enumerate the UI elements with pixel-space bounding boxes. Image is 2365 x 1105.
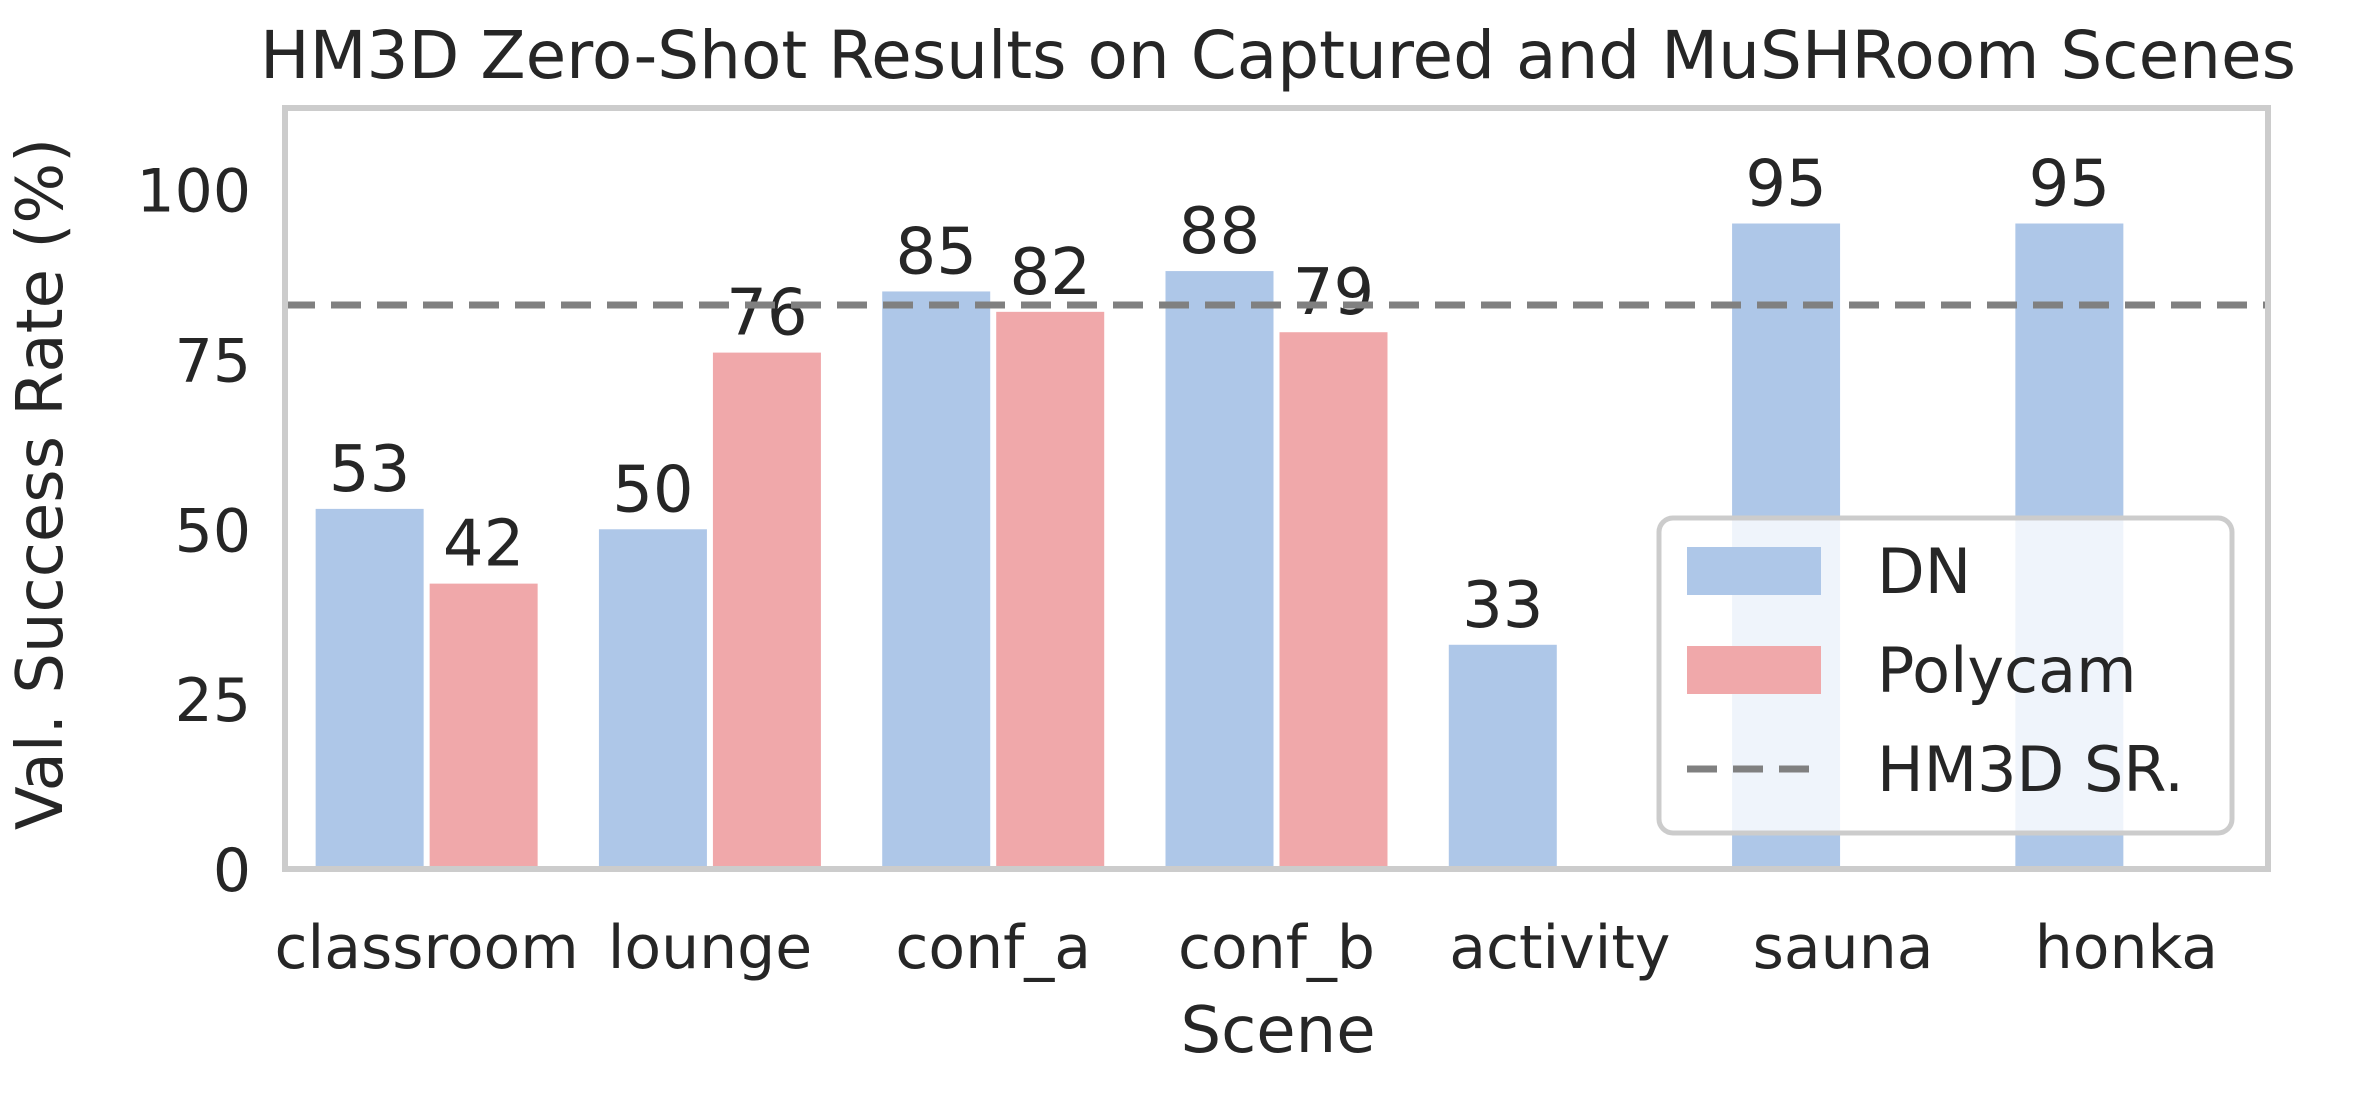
bar-value-label: 82 <box>1009 236 1090 310</box>
bar-polycam-conf_b <box>1279 332 1388 869</box>
plot-frame <box>282 105 2271 872</box>
bar-polycam-lounge <box>712 352 821 869</box>
bar-dn-lounge <box>598 529 707 869</box>
x-tick-label: conf_b <box>1178 913 1375 983</box>
legend-label: DN <box>1877 535 1971 608</box>
bar-value-label: 53 <box>329 433 410 507</box>
bar-polycam-classroom <box>429 583 538 869</box>
bar-value-label: 76 <box>726 277 807 351</box>
bar-value-label: 95 <box>2029 148 2110 222</box>
bar-value-label: 85 <box>895 215 976 289</box>
legend-swatch-dn <box>1687 547 1821 595</box>
legend-swatch-polycam <box>1687 646 1821 694</box>
y-tick-label: 0 <box>213 836 251 906</box>
x-tick-label: activity <box>1449 913 1670 983</box>
bar-value-label: 79 <box>1293 256 1374 330</box>
x-tick-label: conf_a <box>895 913 1091 983</box>
legend-label: HM3D SR. <box>1877 733 2184 806</box>
y-axis-label: Val. Success Rate (%) <box>4 138 78 830</box>
y-tick-label: 75 <box>175 326 251 396</box>
legend-box <box>1656 515 2235 836</box>
bar-dn-activity <box>1448 644 1557 869</box>
x-tick-label: honka <box>2035 913 2218 983</box>
x-tick-label: classroom <box>275 913 579 983</box>
chart-title: HM3D Zero-Shot Results on Captured and M… <box>260 17 2296 94</box>
y-tick-label: 100 <box>136 157 251 227</box>
bar-polycam-conf_a <box>996 311 1105 869</box>
bar-dn-classroom <box>315 508 424 869</box>
x-tick-label: sauna <box>1753 913 1934 983</box>
plot-area: 0 25 50 75 100 53 42 classroom 50 76 lounge 85 82 con… <box>136 105 2271 983</box>
x-axis-label: Scene <box>1180 994 1375 1068</box>
legend-label: Polycam <box>1877 634 2137 707</box>
y-tick-label: 50 <box>175 496 251 566</box>
y-tick-label: 25 <box>175 666 251 736</box>
x-tick-label: lounge <box>608 913 812 983</box>
bar-dn-conf_a <box>882 291 991 870</box>
bar-value-label: 33 <box>1462 569 1543 643</box>
bar-dn-conf_b <box>1165 271 1274 870</box>
bar-value-label: 42 <box>443 508 524 582</box>
bar-value-label: 50 <box>612 453 693 527</box>
bar-value-label: 88 <box>1179 195 1260 269</box>
bar-value-label: 95 <box>1745 148 1826 222</box>
